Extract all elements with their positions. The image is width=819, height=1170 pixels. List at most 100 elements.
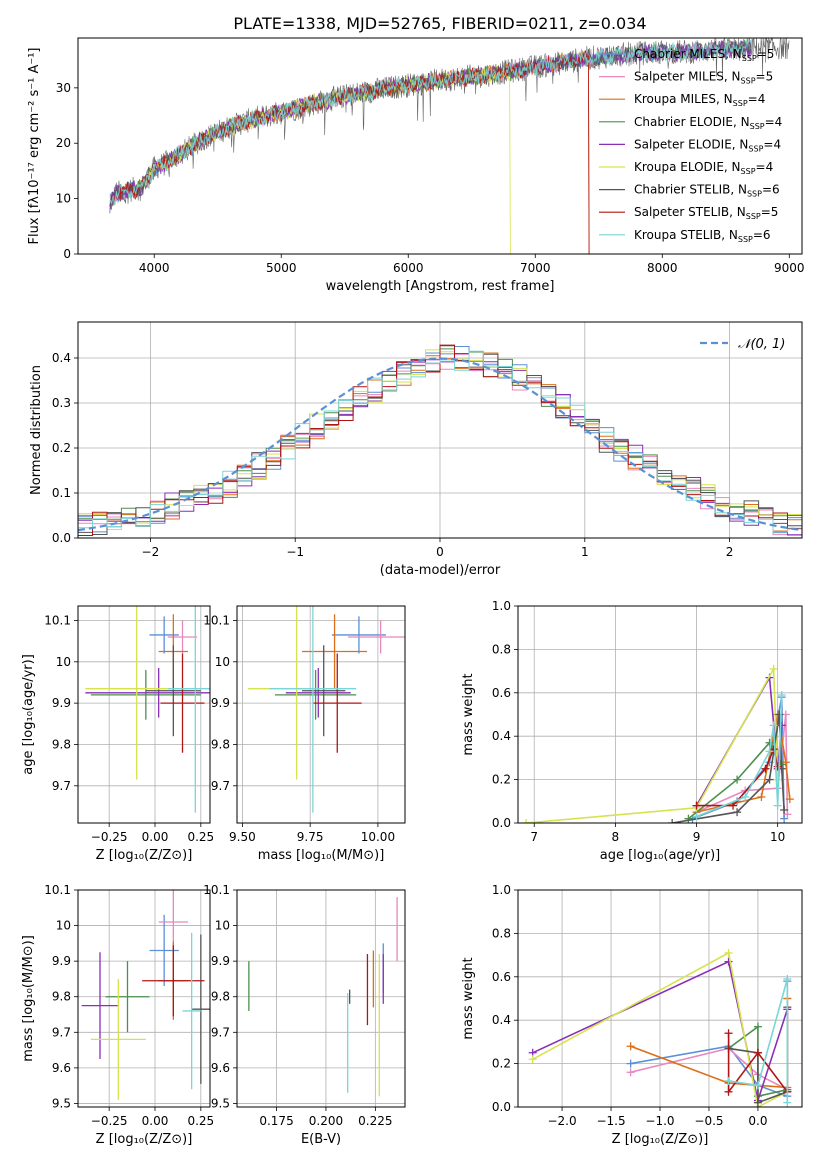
x-axis-label: Z [log₁₀(Z/Z⊙)] — [96, 1132, 193, 1147]
y-axis-label: mass weight — [461, 673, 476, 755]
plot-area — [528, 948, 792, 1107]
weight-marker — [765, 738, 774, 747]
plot-area — [247, 606, 405, 813]
y-tick-label: 0.4 — [492, 729, 511, 743]
legend-entry: Chabrier ELODIE, NSSP=4 — [634, 115, 782, 131]
residual-legend: 𝒩(0, 1) — [700, 337, 785, 352]
y-tick-label: 0.3 — [52, 396, 71, 410]
weight-marker — [753, 1022, 762, 1031]
axes-frame — [77, 889, 211, 1108]
weight-marker — [733, 808, 742, 817]
weight-marker — [769, 745, 778, 754]
x-axis-label: E(B-V) — [301, 1132, 341, 1147]
x-tick-label: 5000 — [266, 261, 297, 275]
x-axis-label: mass [log₁₀(M/M⊙)] — [258, 848, 385, 863]
weight-marker — [724, 1076, 733, 1085]
weight-marker — [724, 948, 733, 957]
x-tick-label: −1 — [286, 545, 304, 559]
weight-series-5 — [532, 951, 788, 1107]
weight-marker — [724, 1029, 733, 1038]
weight-marker — [769, 664, 778, 673]
legend-entry: Salpeter MILES, NSSP=5 — [634, 70, 773, 86]
y-tick-label: 0.4 — [52, 351, 71, 365]
weight-marker — [781, 758, 790, 767]
legend-entry: 𝒩(0, 1) — [738, 337, 785, 352]
errorbar-point — [105, 961, 150, 1033]
errorbar-point — [182, 932, 201, 1090]
errorbar-point — [160, 653, 205, 753]
y-tick-label: 0.0 — [492, 1100, 511, 1114]
axes-frame — [77, 37, 803, 255]
plot-area — [109, 38, 790, 254]
y-tick-label: 9.6 — [52, 1061, 71, 1075]
weight-marker — [777, 690, 786, 699]
y-tick-label: 0.4 — [492, 1013, 511, 1027]
spectrum-legend: Chabrier MILES, NSSP=5 Salpeter MILES, NS… — [599, 47, 782, 244]
y-tick-label: 9.5 — [211, 1096, 230, 1110]
x-tick-label: 0.225 — [358, 1114, 392, 1128]
x-tick-label: 1 — [581, 545, 589, 559]
weight-marker — [785, 795, 794, 804]
weight-marker — [692, 812, 701, 821]
y-tick-label: 10.1 — [44, 613, 71, 627]
y-axis-label: mass [log₁₀(M/M⊙)] — [21, 935, 36, 1062]
axes-frame — [77, 605, 211, 824]
x-tick-label: −1.5 — [596, 1114, 625, 1128]
x-tick-label: −2 — [142, 545, 160, 559]
x-axis-label: wavelength [Angstrom, rest frame] — [326, 279, 555, 294]
x-tick-label: 0.0 — [748, 1114, 767, 1128]
x-axis-label: (data-model)/error — [380, 563, 501, 578]
x-tick-label: 9.50 — [229, 830, 256, 844]
histogram-series-7 — [78, 344, 802, 538]
errorbar-point — [142, 945, 205, 1017]
weight-marker — [729, 801, 738, 810]
x-tick-label: 0.25 — [187, 830, 214, 844]
errorbar-point — [81, 952, 119, 1059]
y-tick-label: 0.2 — [52, 441, 71, 455]
errorbar-point — [302, 645, 346, 737]
y-tick-label: 9.5 — [52, 1096, 71, 1110]
x-tick-label: 9 — [693, 830, 701, 844]
weight-marker — [626, 1042, 635, 1051]
legend-entry: Kroupa ELODIE, NSSP=4 — [634, 160, 773, 176]
weight-marker — [783, 1098, 792, 1107]
x-tick-label: 7000 — [520, 261, 551, 275]
y-tick-label: 9.8 — [52, 990, 71, 1004]
y-tick-label: 0.8 — [492, 642, 511, 656]
y-tick-label: 9.6 — [211, 1061, 230, 1075]
x-tick-label: 0.00 — [142, 830, 169, 844]
x-tick-label: −0.5 — [694, 1114, 723, 1128]
errorbar-point — [348, 620, 405, 654]
weight-series-8 — [696, 694, 783, 818]
y-axis-label: Flux [fλ10⁻¹⁷ erg cm⁻² s⁻¹ A⁻¹] — [27, 48, 42, 245]
y-tick-label: 10 — [56, 919, 71, 933]
y-tick-label: 0.6 — [492, 686, 511, 700]
y-tick-label: 10 — [215, 655, 230, 669]
y-axis-label: mass weight — [461, 957, 476, 1039]
plot-area — [81, 890, 210, 1100]
y-tick-label: 9.9 — [211, 696, 230, 710]
x-tick-label: 2 — [726, 545, 734, 559]
errorbar-point — [312, 653, 362, 753]
figure-title: PLATE=1338, MJD=52765, FIBERID=0211, z=0… — [233, 14, 646, 33]
legend-entry: Salpeter ELODIE, NSSP=4 — [634, 137, 781, 153]
y-tick-label: 10.1 — [44, 883, 71, 897]
x-tick-label: 10 — [770, 830, 785, 844]
x-axis-label: Z [log₁₀(Z/Z⊙)] — [612, 1132, 709, 1147]
weight-marker — [724, 957, 733, 966]
weight-marker — [769, 721, 778, 730]
y-tick-label: 9.9 — [52, 954, 71, 968]
chart-residuals: −2 −1 0 1 2 0.0 0.1 0.2 0.3 0.4 (data-model)/error… — [29, 321, 803, 578]
x-tick-label: 0.00 — [142, 1114, 169, 1128]
x-tick-label: 8 — [612, 830, 620, 844]
weight-marker — [724, 1087, 733, 1096]
x-tick-label: 6000 — [393, 261, 424, 275]
weight-marker — [765, 747, 774, 756]
axes-frame — [236, 605, 406, 824]
x-tick-label: 7 — [530, 830, 538, 844]
chart-weight-vs-Z: −2.0 −1.5 −1.0 −0.5 0.0 0.0 0.2 0.4 0.6 0.8 1.0 Z [… — [461, 883, 803, 1147]
x-axis-label: Z [log₁₀(Z/Z⊙)] — [96, 848, 193, 863]
weight-marker — [775, 710, 784, 719]
axes-frame — [236, 889, 406, 1108]
y-tick-label: 0.0 — [492, 816, 511, 830]
